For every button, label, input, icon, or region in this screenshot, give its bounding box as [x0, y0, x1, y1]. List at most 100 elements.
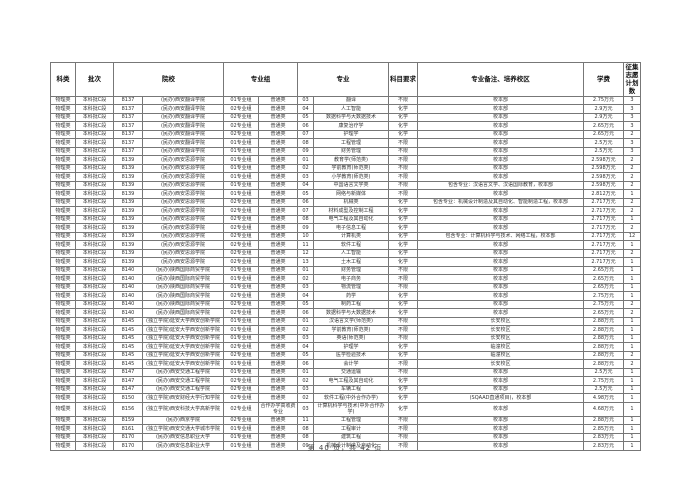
cell-科目要求: 化学 [388, 401, 418, 417]
header-cell-beizhu: 专业备注、培养校区 [417, 62, 584, 97]
cell-科类: 物理类 [50, 282, 76, 292]
table-row: 物理类 本科批C段 8139 (民办)西安思源学院 01专业组 普通类 01 教育学(师范类)… [50, 155, 641, 165]
cell-专业代码: 04 [297, 291, 314, 301]
cell-院校代码: 8140 [113, 282, 143, 292]
cell-类型: 普通类 [258, 180, 298, 190]
cell-专业名称: 康复治疗学 [313, 121, 389, 131]
cell-专业备注、培养校区: 校本部 [417, 415, 584, 425]
table-row: 物理类 本科批C段 8159 (民办)西京学院 02专业组 普通类 11 工程管理 不限 校本部 2… [50, 415, 641, 425]
cell-征集志愿计划数: 3 [623, 95, 641, 105]
table-row: 物理类 本科批C段 8145 (独立学院)延安大学西安创新学院 02专业组 普通类 05 医学… [50, 350, 641, 360]
cell-学费: 2.88万元 [583, 359, 624, 369]
cell-院校名称: (民办)西安思源学院 [142, 223, 224, 233]
cell-学费: 2.65万元 [583, 282, 624, 292]
cell-院校名称: (民办)西安思源学院 [142, 155, 224, 165]
cell-征集志愿计划数: 1 [623, 342, 641, 352]
cell-专业备注、培养校区: 校本部 [417, 384, 584, 394]
cell-类型: 普通类 [258, 359, 298, 369]
cell-征集志愿计划数: 2 [623, 206, 641, 216]
cell-专业名称: 软件工程 [313, 240, 389, 250]
cell-专业组: 01专业组 [223, 316, 259, 326]
cell-征集志愿计划数: 1 [623, 265, 641, 275]
cell-类型: 普通类 [258, 172, 298, 182]
cell-院校代码: 8145 [113, 325, 143, 335]
cell-院校名称: (民办)西安思源学院 [142, 206, 224, 216]
cell-类型: 合作办学高收费专业 [258, 401, 298, 417]
cell-专业组: 01专业组 [223, 359, 259, 369]
table-row: 物理类 本科批C段 8156 (独立学院)西安科技大学高新学院 02专业组 合作办学高收费… [50, 401, 641, 417]
cell-征集志愿计划数: 1 [623, 291, 641, 301]
cell-科目要求: 化学 [388, 214, 418, 224]
cell-专业代码: 12 [297, 248, 314, 258]
cell-院校名称: (民办)陕西国际商贸学院 [142, 299, 224, 309]
cell-院校代码: 8156 [113, 401, 143, 417]
cell-院校代码: 8139 [113, 155, 143, 165]
cell-专业备注、培养校区: 校本部 [417, 121, 584, 131]
cell-征集志愿计划数: 1 [623, 214, 641, 224]
cell-专业组: 02专业组 [223, 214, 259, 224]
table-row: 物理类 本科批C段 8140 (民办)陕西国际商贸学院 02专业组 普通类 06 数据科学与大… [50, 308, 641, 318]
cell-批次: 本科批C段 [75, 121, 114, 131]
cell-专业代码: 02 [297, 393, 314, 403]
cell-院校代码: 8147 [113, 376, 143, 386]
table-row: 物理类 本科批C段 8139 (民办)西安思源学院 01专业组 普通类 05 网络与新媒体 不限… [50, 189, 641, 199]
cell-批次: 本科批C段 [75, 282, 114, 292]
cell-征集志愿计划数: 1 [623, 325, 641, 335]
cell-专业备注、培养校区: 校本部 [417, 163, 584, 173]
cell-学费: 2.598万元 [583, 172, 624, 182]
cell-专业名称: 机械类 [313, 197, 389, 207]
cell-院校名称: (民办)西安思源学院 [142, 189, 224, 199]
cell-科类: 物理类 [50, 95, 76, 105]
cell-征集志愿计划数: 2 [623, 129, 641, 139]
table-row: 物理类 本科批C段 8145 (独立学院)延安大学西安创新学院 02专业组 普通类 04 护理… [50, 342, 641, 352]
cell-批次: 本科批C段 [75, 95, 114, 105]
table-row: 物理类 本科批C段 8145 (独立学院)延安大学西安创新学院 01专业组 普通类 02 学前… [50, 325, 641, 335]
cell-专业组: 01专业组 [223, 282, 259, 292]
cell-征集志愿计划数: 2 [623, 155, 641, 165]
cell-专业组: 02专业组 [223, 206, 259, 216]
header-cell-zhuanyezu: 专业组 [223, 62, 298, 97]
table-row: 物理类 本科批C段 8140 (民办)陕西国际商贸学院 02专业组 普通类 04 药学 化学 校本… [50, 291, 641, 301]
cell-批次: 本科批C段 [75, 393, 114, 403]
cell-批次: 本科批C段 [75, 325, 114, 335]
cell-批次: 本科批C段 [75, 274, 114, 284]
cell-批次: 本科批C段 [75, 384, 114, 394]
cell-科类: 物理类 [50, 333, 76, 343]
cell-专业代码: 06 [297, 197, 314, 207]
table-row: 物理类 本科批C段 8140 (民办)陕西国际商贸学院 02专业组 普通类 05 制药工程 化学… [50, 299, 641, 309]
cell-专业组: 02专业组 [223, 393, 259, 403]
table-row: 物理类 本科批C段 8139 (民办)西安思源学院 02专业组 普通类 11 软件工程 化学 校本… [50, 240, 641, 250]
cell-类型: 普通类 [258, 163, 298, 173]
cell-科目要求: 不限 [388, 180, 418, 190]
cell-专业代码: 04 [297, 180, 314, 190]
cell-征集志愿计划数: 1 [623, 274, 641, 284]
cell-专业组: 02专业组 [223, 129, 259, 139]
cell-院校代码: 8137 [113, 146, 143, 156]
cell-院校代码: 8140 [113, 265, 143, 275]
cell-征集志愿计划数: 3 [623, 121, 641, 131]
cell-院校名称: (民办)西安思源学院 [142, 163, 224, 173]
cell-专业备注、培养校区: 校本部 [417, 291, 584, 301]
cell-科目要求: 不限 [388, 359, 418, 369]
cell-专业备注、培养校区: 临潼校区 [417, 342, 584, 352]
cell-专业代码: 01 [297, 265, 314, 275]
cell-类型: 普通类 [258, 274, 298, 284]
cell-批次: 本科批C段 [75, 424, 114, 434]
cell-类型: 普通类 [258, 206, 298, 216]
cell-科目要求: 化学 [388, 393, 418, 403]
cell-科类: 物理类 [50, 180, 76, 190]
cell-院校代码: 8137 [113, 104, 143, 114]
cell-院校代码: 8145 [113, 342, 143, 352]
table-row: 物理类 本科批C段 8161 (独立学院)西安交通大学城市学院 01专业组 普通类 08 工程… [50, 424, 641, 434]
cell-院校代码: 8139 [113, 223, 143, 233]
cell-科类: 物理类 [50, 129, 76, 139]
cell-科类: 物理类 [50, 223, 76, 233]
cell-学费: 2.65万元 [583, 308, 624, 318]
cell-类型: 普通类 [258, 189, 298, 199]
cell-专业代码: 03 [297, 282, 314, 292]
cell-学费: 2.717万元 [583, 223, 624, 233]
cell-科类: 物理类 [50, 240, 76, 250]
cell-专业名称: 电气工程及其自动化 [313, 214, 389, 224]
cell-批次: 本科批C段 [75, 257, 114, 267]
cell-批次: 本科批C段 [75, 129, 114, 139]
